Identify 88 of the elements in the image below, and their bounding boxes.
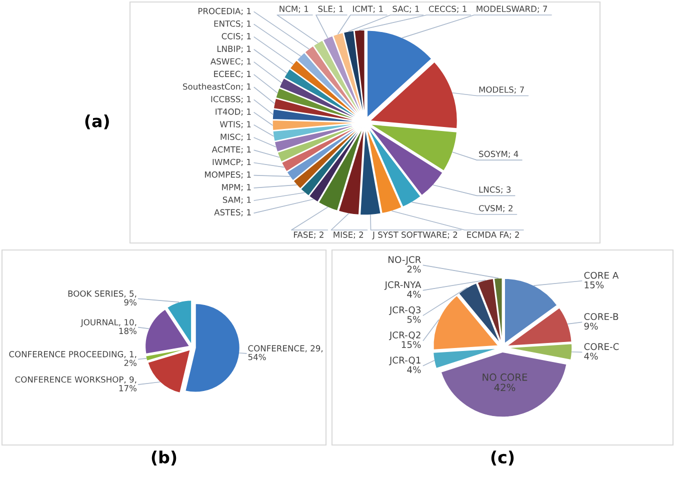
slice-label: PROCEDIA xyxy=(198,8,241,14)
data-label: ; 1 xyxy=(241,196,251,204)
slice-label: NO CORE xyxy=(482,373,528,381)
data-label: 9% xyxy=(584,322,598,330)
data-label: 4% xyxy=(584,352,598,360)
data-label: ; 1 xyxy=(241,134,251,141)
slice-label: SOSYM xyxy=(479,150,508,158)
data-label: ; 1 xyxy=(241,46,251,53)
slice-label: ECMDA FA xyxy=(467,232,509,238)
text: (c) xyxy=(491,450,514,466)
slice-label: CORE A xyxy=(584,272,619,279)
slice-label: JOURNAL, 10, 18% xyxy=(80,319,137,334)
data-label: 15% xyxy=(402,341,421,348)
data-label: ; 2 xyxy=(503,205,512,212)
data-label: ; 1 xyxy=(241,108,251,116)
data-label: 2% xyxy=(407,266,421,273)
text: (b) xyxy=(152,450,176,466)
slice-label: MOMPES xyxy=(205,171,240,178)
data-label: ; 2 xyxy=(448,232,458,239)
slice-label: BOOK SERIES, 5, 9% xyxy=(68,290,137,306)
data-label: ; 1 xyxy=(241,184,251,192)
data-label: ; 1 xyxy=(410,6,420,13)
data-label: ; 2 xyxy=(510,232,519,239)
slice-label: NCM xyxy=(280,6,298,12)
slice-label: ASWEC xyxy=(210,58,240,65)
slice-label: LNCS xyxy=(479,186,500,193)
slice-label: CONFERENCE WORKSHOP, 9, 17% xyxy=(15,376,137,392)
slice-label: CECCS xyxy=(428,6,456,12)
slice-label: LNBIP xyxy=(217,46,240,52)
data-label: ; 1 xyxy=(298,6,308,13)
text: (a) xyxy=(85,114,109,130)
data-label: ; 1 xyxy=(241,58,251,66)
data-label: ; 1 xyxy=(373,6,383,13)
slice-label: NO-JCR xyxy=(388,256,421,265)
slice-label: SAC xyxy=(392,6,409,12)
data-label: ; 7 xyxy=(538,6,548,13)
slice-label: SAM xyxy=(222,196,240,203)
slice-label: JCR-Q1 xyxy=(388,356,420,366)
slice-label: FASE xyxy=(294,232,313,238)
data-label: ; 1 xyxy=(241,20,251,28)
slice-label: ASTES xyxy=(214,209,240,216)
slice-label: ECEEC xyxy=(214,70,240,78)
data-label: ; 1 xyxy=(241,121,251,128)
data-label: ; 3 xyxy=(501,186,511,194)
slice-label: ENTCS xyxy=(214,20,240,27)
data-label: ; 1 xyxy=(241,172,251,179)
data-label: ; 2 xyxy=(314,232,324,239)
data-label: 4% xyxy=(407,366,421,374)
data-label: ; 1 xyxy=(241,96,251,104)
data-label: ; 1 xyxy=(334,6,343,13)
data-label: ; 1 xyxy=(241,146,251,154)
slice-label: ICMT xyxy=(353,6,373,12)
slice-label: SoutheastCon xyxy=(183,83,240,90)
data-label: ; 1 xyxy=(457,6,466,13)
data-label: ; 1 xyxy=(241,70,251,78)
data-label: ; 1 xyxy=(241,33,251,40)
data-label: 42% xyxy=(494,384,516,392)
data-label: ; 1 xyxy=(241,158,251,166)
data-label: ; 4 xyxy=(508,150,518,158)
data-label: ; 7 xyxy=(514,86,524,94)
slice-label: CONFERENCE PROCEEDING, 1, 2% xyxy=(9,351,137,366)
slice-label: JCR-NYA xyxy=(384,281,422,290)
slice-label: CONFERENCE, 29, 54% xyxy=(248,345,323,360)
data-label: 15% xyxy=(584,281,604,288)
slice-label: SLE xyxy=(318,6,332,12)
slice-label: CVSM xyxy=(478,205,502,212)
slice-label: CCIS xyxy=(222,33,240,40)
slice-label: J SYST SOFTWARE xyxy=(372,232,447,240)
slice-label: ICCBSS xyxy=(211,96,240,102)
slice-label: IWMCP xyxy=(212,158,240,166)
slice-label: ACMTE xyxy=(212,146,240,153)
data-label: ; 1 xyxy=(241,83,251,91)
slice-label: MPM xyxy=(222,184,240,190)
data-label: 5% xyxy=(407,316,421,323)
data-label: ; 2 xyxy=(354,232,364,239)
slice-label: IT4OD xyxy=(216,108,240,115)
slice-label: JCR-Q3 xyxy=(388,306,421,316)
slice-label: MISE xyxy=(334,232,353,238)
slice-label: CORE-C xyxy=(584,343,619,350)
data-label: 4% xyxy=(407,290,421,298)
slice-label: CORE-B xyxy=(584,313,618,320)
slice-label: MODELSWARD xyxy=(476,6,536,12)
data-label: ; 1 xyxy=(241,8,251,16)
slice-label: MODELS xyxy=(479,86,514,93)
data-label: ; 1 xyxy=(241,209,251,216)
slice-label: MISC xyxy=(220,134,240,140)
slice-label: WTIS xyxy=(220,121,240,128)
slice-label: JCR-Q2 xyxy=(388,332,420,340)
